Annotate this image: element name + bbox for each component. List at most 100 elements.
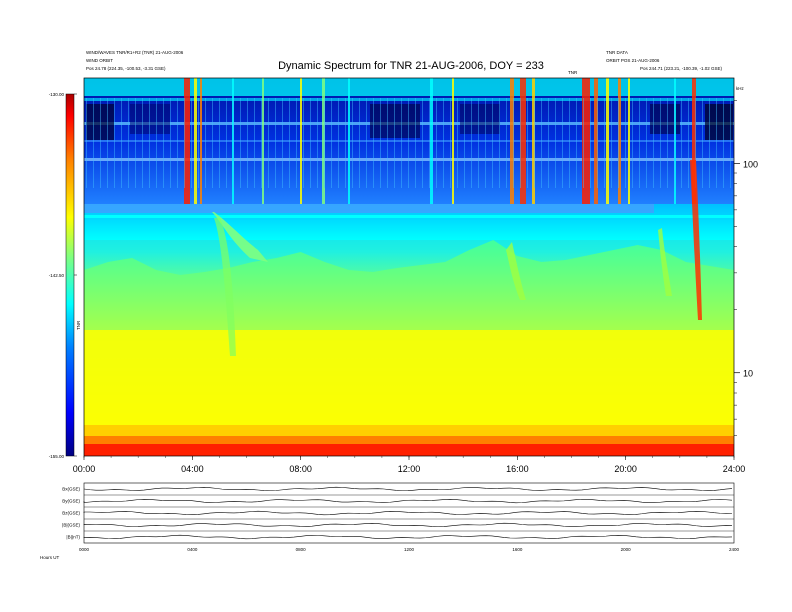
spectral-streak: [415, 98, 416, 188]
y-tick-label: 10: [743, 369, 753, 379]
spectral-streak: [380, 98, 381, 188]
line-panel-label: By(GSE): [62, 499, 80, 504]
spectral-streak: [443, 98, 444, 188]
spectral-streak: [240, 98, 241, 188]
spectral-streak: [219, 98, 220, 188]
colorbar: [65, 93, 75, 457]
spectral-streak: [590, 98, 591, 188]
spectral-streak: [688, 98, 689, 188]
spectral-streak: [562, 98, 563, 188]
spectral-streak: [156, 98, 157, 188]
spectral-streak: [639, 98, 640, 188]
line-x-tick-label: 1200: [404, 547, 415, 552]
burst-streak: [452, 78, 454, 204]
header-left-line3: Pos 24.78 (224.35, -100.53, -3.31 GSE): [86, 66, 166, 71]
colorbar-ticks: -130.00 -142.50 -155.00: [49, 92, 77, 459]
line-x-tick-label: 2000: [621, 547, 632, 552]
line-panels: Bx(GSE) By(GSE) Bz(GSE) |B|(GSE) |B|(nT) 0000…: [62, 482, 740, 552]
bottom-left-label: Hours UT: [40, 555, 60, 560]
burst-streak: [262, 78, 264, 204]
burst-streak: [200, 78, 202, 204]
spectral-streak: [205, 98, 206, 188]
burst-streak: [628, 78, 630, 204]
chart-title: Dynamic Spectrum for TNR 21-AUG-2006, DO…: [278, 60, 544, 72]
spectral-streak: [107, 98, 108, 188]
spectral-streak: [142, 98, 143, 188]
spectral-streak: [674, 98, 675, 188]
unit-label: kHz: [736, 86, 744, 91]
line-series: [83, 486, 733, 492]
spectrogram: [84, 78, 734, 456]
header-right-line2: ORBIT POS 21-AUG-2006: [606, 58, 660, 63]
spectral-streak: [275, 98, 276, 188]
spectral-streak: [485, 98, 486, 188]
header-mid-small: TNR: [568, 70, 578, 75]
spectral-streak: [660, 98, 661, 188]
spectral-streak: [170, 98, 171, 188]
burst-streak: [674, 78, 676, 204]
spectral-streak: [681, 98, 682, 188]
line-series: [83, 534, 733, 540]
spectral-streak: [394, 98, 395, 188]
spectral-streak: [198, 98, 199, 188]
spectral-streak: [548, 98, 549, 188]
spectral-streak: [618, 98, 619, 188]
spectral-streak: [576, 98, 577, 188]
x-tick-label: 00:00: [73, 464, 96, 474]
header-left-line1: WIND/WAVES TNR/R1+R2 (TNR) 21-AUG-2006: [86, 50, 184, 55]
burst-streak: [322, 78, 325, 204]
spectral-streak: [247, 98, 248, 188]
burst-streak: [510, 78, 514, 204]
spectral-streak: [506, 98, 507, 188]
spectral-streak: [128, 98, 129, 188]
line-series: [83, 522, 733, 528]
spectral-streak: [226, 98, 227, 188]
header-right-line1: TNR DATA: [606, 50, 628, 55]
line-x-tick-label: 1600: [512, 547, 523, 552]
colorbar-label: TNR: [76, 320, 81, 330]
spectral-streak: [499, 98, 500, 188]
spectral-streak: [513, 98, 514, 188]
header-left-line2: WIND ORBIT: [86, 58, 113, 63]
x-tick-label: 04:00: [181, 464, 204, 474]
line-series: [83, 510, 733, 516]
spectral-streak: [352, 98, 353, 188]
burst-streak: [594, 78, 598, 204]
spectral-streak: [135, 98, 136, 188]
spectral-streak: [716, 98, 717, 188]
spectral-streak: [331, 98, 332, 188]
spectral-streak: [268, 98, 269, 188]
burst-streak: [618, 78, 621, 204]
spectral-streak: [429, 98, 430, 188]
spectral-streak: [163, 98, 164, 188]
spectral-streak: [149, 98, 150, 188]
colorbar-tick-label: -155.00: [49, 454, 65, 459]
y-axis-right: 100 10: [734, 100, 758, 436]
spectral-streak: [282, 98, 283, 188]
line-panel-label: Bx(GSE): [62, 487, 80, 492]
spectral-streak: [520, 98, 521, 188]
spectral-streak: [625, 98, 626, 188]
spectral-streak: [100, 98, 101, 188]
spectral-streak: [534, 98, 535, 188]
spectral-streak: [653, 98, 654, 188]
burst-streak: [692, 78, 696, 204]
spectral-streak: [86, 98, 87, 188]
spectral-streak: [569, 98, 570, 188]
x-tick-label: 20:00: [614, 464, 637, 474]
spectral-streak: [212, 98, 213, 188]
burst-streak: [232, 78, 234, 204]
burst-streak: [520, 78, 526, 204]
spectral-streak: [289, 98, 290, 188]
spectral-streak: [121, 98, 122, 188]
spectral-streak: [303, 98, 304, 188]
spectral-streak: [464, 98, 465, 188]
burst-streak: [184, 78, 190, 204]
burst-streak: [532, 78, 535, 204]
spectral-streak: [296, 98, 297, 188]
spectral-streak: [233, 98, 234, 188]
burst-streak: [300, 78, 302, 204]
spectral-streak: [359, 98, 360, 188]
x-tick-label: 08:00: [289, 464, 312, 474]
